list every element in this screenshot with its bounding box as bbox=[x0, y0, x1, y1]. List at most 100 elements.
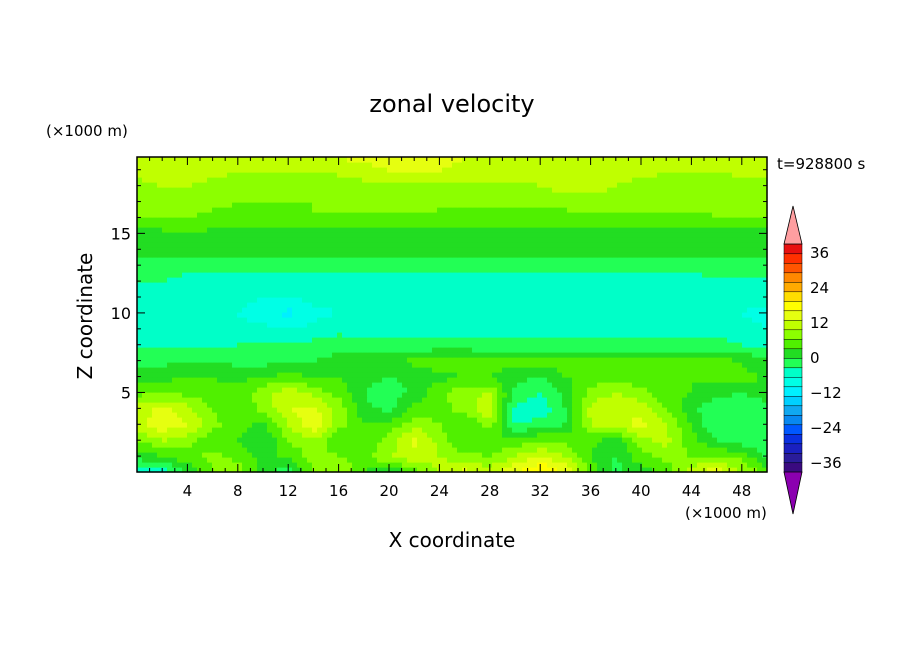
field-cell bbox=[492, 362, 498, 368]
field-cell bbox=[742, 437, 748, 443]
field-cell bbox=[292, 447, 298, 453]
field-cell bbox=[202, 417, 208, 423]
field-cell bbox=[542, 292, 548, 298]
field-cell bbox=[647, 387, 653, 393]
field-cell bbox=[182, 392, 188, 398]
field-cell bbox=[352, 332, 358, 338]
field-cell bbox=[457, 462, 463, 468]
field-cell bbox=[317, 452, 323, 458]
field-cell bbox=[402, 402, 408, 408]
field-cell bbox=[262, 382, 268, 388]
field-cell bbox=[332, 402, 338, 408]
field-cell bbox=[272, 432, 278, 438]
field-cell bbox=[517, 382, 523, 388]
field-cell bbox=[682, 327, 688, 333]
field-cell bbox=[707, 317, 713, 323]
field-cell bbox=[577, 387, 583, 393]
field-cell bbox=[272, 312, 278, 318]
field-cell bbox=[687, 452, 693, 458]
field-cell bbox=[442, 452, 448, 458]
field-cell bbox=[172, 352, 178, 358]
field-cell bbox=[342, 347, 348, 353]
field-cell bbox=[242, 287, 248, 293]
field-cell bbox=[637, 327, 643, 333]
field-cell bbox=[322, 417, 328, 423]
field-cell bbox=[672, 407, 678, 413]
field-cell bbox=[407, 312, 413, 318]
field-cell bbox=[292, 322, 298, 328]
field-cell bbox=[187, 467, 193, 473]
field-cell bbox=[487, 402, 493, 408]
field-cell bbox=[702, 447, 708, 453]
field-cell bbox=[692, 462, 698, 468]
field-cell bbox=[257, 327, 263, 333]
field-cell bbox=[487, 282, 493, 288]
field-cell bbox=[757, 347, 763, 353]
field-cell bbox=[482, 402, 488, 408]
field-cell bbox=[272, 417, 278, 423]
field-cell bbox=[262, 427, 268, 433]
field-cell bbox=[742, 417, 748, 423]
field-cell bbox=[712, 287, 718, 293]
field-cell bbox=[652, 357, 658, 363]
field-cell bbox=[462, 462, 468, 468]
field-cell bbox=[487, 367, 493, 373]
field-cell bbox=[732, 422, 738, 428]
field-cell bbox=[232, 462, 238, 468]
field-cell bbox=[407, 417, 413, 423]
field-cell bbox=[652, 377, 658, 383]
field-cell bbox=[622, 387, 628, 393]
field-cell bbox=[372, 377, 378, 383]
field-cell bbox=[167, 387, 173, 393]
field-cell bbox=[477, 387, 483, 393]
field-cell bbox=[292, 292, 298, 298]
field-cell bbox=[482, 442, 488, 448]
field-cell bbox=[207, 297, 213, 303]
field-cell bbox=[147, 422, 153, 428]
field-cell bbox=[727, 417, 733, 423]
field-cell bbox=[632, 437, 638, 443]
field-cell bbox=[627, 387, 633, 393]
field-cell bbox=[732, 387, 738, 393]
field-cell bbox=[712, 297, 718, 303]
field-cell bbox=[177, 387, 183, 393]
field-cell bbox=[547, 327, 553, 333]
field-cell bbox=[522, 317, 528, 323]
field-cell bbox=[287, 347, 293, 353]
field-cell bbox=[362, 462, 368, 468]
field-cell bbox=[417, 422, 423, 428]
field-cell bbox=[682, 417, 688, 423]
field-cell bbox=[372, 312, 378, 318]
field-cell bbox=[747, 367, 753, 373]
field-cell bbox=[682, 447, 688, 453]
field-cell bbox=[492, 377, 498, 383]
field-cell bbox=[207, 412, 213, 418]
field-cell bbox=[447, 347, 453, 353]
field-cell bbox=[282, 297, 288, 303]
field-cell bbox=[622, 437, 628, 443]
field-cell bbox=[442, 297, 448, 303]
field-cell bbox=[467, 367, 473, 373]
field-cell bbox=[247, 312, 253, 318]
field-cell bbox=[397, 372, 403, 378]
field-cell bbox=[497, 352, 503, 358]
field-cell bbox=[427, 432, 433, 438]
field-cell bbox=[412, 367, 418, 373]
field-cell bbox=[382, 297, 388, 303]
field-cell bbox=[642, 277, 648, 283]
field-cell bbox=[367, 347, 373, 353]
field-cell bbox=[557, 427, 563, 433]
field-cell bbox=[182, 447, 188, 453]
field-cell bbox=[307, 292, 313, 298]
field-cell bbox=[262, 467, 268, 473]
field-cell bbox=[407, 352, 413, 358]
field-cell bbox=[722, 392, 728, 398]
field-cell bbox=[482, 352, 488, 358]
field-cell bbox=[162, 377, 168, 383]
field-cell bbox=[192, 327, 198, 333]
field-cell bbox=[377, 357, 383, 363]
field-cell bbox=[332, 312, 338, 318]
field-cell bbox=[257, 382, 263, 388]
field-cell bbox=[727, 377, 733, 383]
field-cell bbox=[217, 447, 223, 453]
